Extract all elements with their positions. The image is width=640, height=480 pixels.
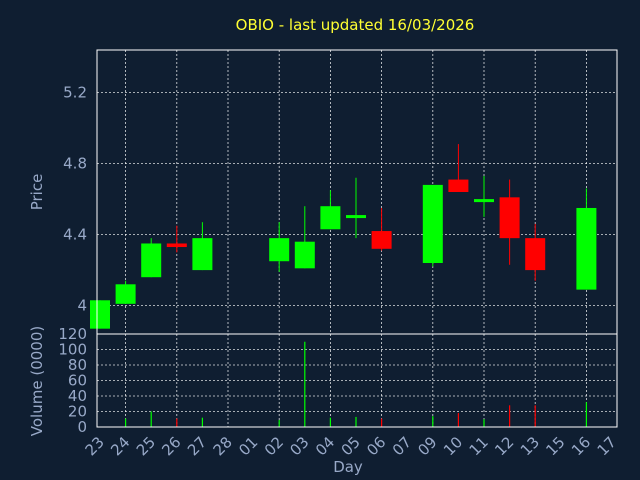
- volume-axis-label: Volume (0000): [28, 326, 46, 436]
- volume-bar: [457, 413, 459, 427]
- volume-tick-label: 60: [68, 372, 87, 390]
- x-tick-label: 26: [158, 433, 184, 459]
- volume-bar: [278, 420, 280, 427]
- x-tick-label: 09: [414, 433, 440, 459]
- price-tick-label: 4: [77, 297, 87, 315]
- candle-body: [371, 231, 392, 249]
- candle-body: [346, 215, 366, 219]
- x-tick-label: 07: [389, 433, 415, 459]
- candle-body: [448, 179, 469, 192]
- candle-body: [320, 206, 341, 230]
- volume-tick-label: 40: [68, 387, 87, 405]
- candle-body: [422, 184, 443, 263]
- volume-bar: [329, 417, 331, 427]
- x-axis-label: Day: [333, 458, 363, 476]
- volume-bar: [355, 416, 357, 427]
- price-tick-label: 5.2: [63, 84, 87, 102]
- x-tick-label: 04: [312, 433, 338, 459]
- x-tick-label: 05: [338, 433, 364, 459]
- volume-bars: [125, 341, 587, 427]
- x-tick-label: 01: [235, 433, 261, 459]
- x-tick-label: 06: [363, 433, 389, 459]
- x-tick-label: 13: [517, 433, 543, 459]
- chart-title: OBIO - last updated 16/03/2026: [236, 16, 475, 34]
- x-tick-label: 15: [542, 433, 568, 459]
- candle-body: [269, 238, 290, 262]
- candle-body: [525, 238, 546, 271]
- volume-bar: [150, 411, 152, 427]
- candle-body: [192, 238, 213, 271]
- candle-body: [576, 207, 597, 290]
- volume-tick-label: 0: [77, 418, 87, 436]
- volume-bar: [585, 402, 587, 427]
- volume-bar: [483, 419, 485, 427]
- x-tick-label: 17: [594, 433, 620, 459]
- candle-body: [499, 197, 520, 239]
- x-tick-label: 11: [466, 433, 492, 459]
- volume-tick-label: 20: [68, 403, 87, 421]
- x-tick-label: 03: [286, 433, 312, 459]
- volume-bar: [304, 341, 306, 427]
- volume-bar: [534, 405, 536, 427]
- volume-tick-label: 80: [68, 356, 87, 374]
- price-tick-label: 4.4: [63, 226, 87, 244]
- volume-bar: [125, 418, 127, 427]
- volume-bar: [201, 417, 203, 427]
- volume-bar: [509, 405, 511, 427]
- price-axis-label: Price: [28, 174, 46, 211]
- x-tick-label: 24: [107, 433, 133, 459]
- volume-bar: [176, 418, 178, 427]
- candle-body: [141, 243, 162, 278]
- price-tick-label: 4.8: [63, 155, 87, 173]
- candle-body: [90, 300, 110, 329]
- x-tick-label: 23: [82, 433, 108, 459]
- candle-body: [115, 284, 136, 304]
- volume-tick-label: 100: [58, 341, 87, 359]
- x-tick-label: 25: [133, 433, 159, 459]
- candle-body: [166, 243, 187, 248]
- volume-panel-frame: [96, 333, 618, 428]
- x-tick-label: 27: [184, 433, 210, 459]
- x-tick-label: 28: [210, 433, 236, 459]
- x-tick-label: 16: [568, 433, 594, 459]
- x-tick-label: 02: [261, 433, 287, 459]
- volume-tick-label: 120: [58, 325, 87, 343]
- candle-body: [294, 241, 315, 269]
- x-tick-label: 12: [491, 433, 517, 459]
- x-tick-label: 10: [440, 433, 466, 459]
- candles: [90, 144, 597, 329]
- volume-bar: [432, 416, 434, 427]
- volume-bar: [381, 418, 383, 427]
- candle-body: [474, 199, 494, 203]
